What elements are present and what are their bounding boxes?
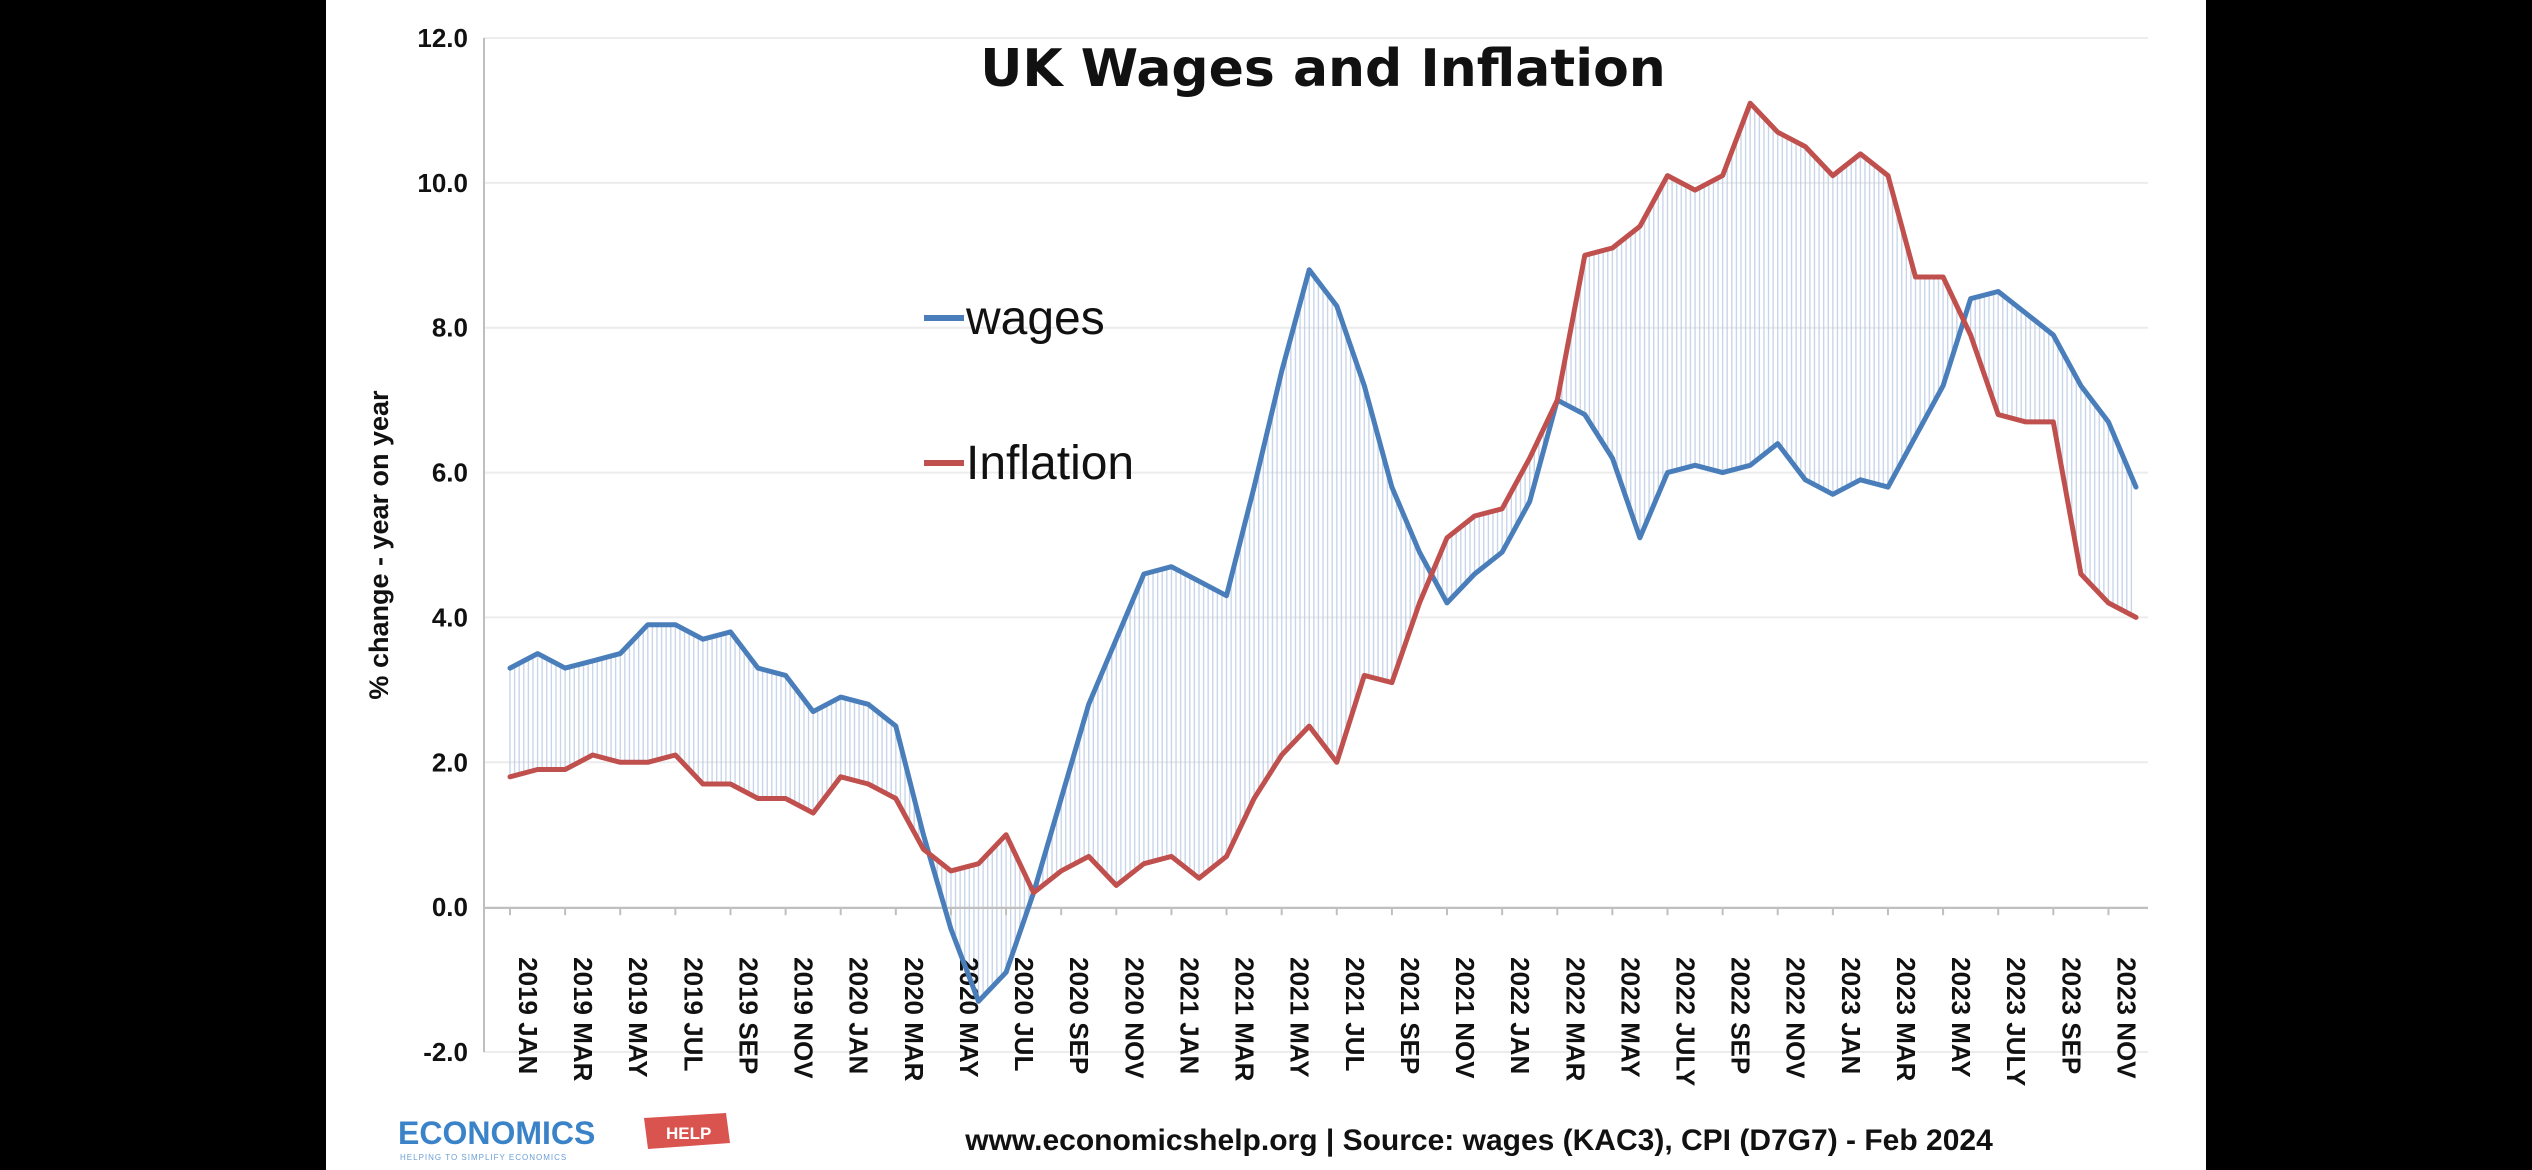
y-tick-labels: 12.0 10.0 8.0 6.0 4.0 2.0 0.0 -2.0	[417, 23, 468, 1067]
x-tick-labels: 2019 JAN 2019 MAR 2019 MAY 2019 JUL 2019 SEP…	[513, 957, 2141, 1086]
y-tick-label: 2.0	[432, 747, 468, 777]
x-tick-label: 2020 MAR	[899, 957, 929, 1081]
x-tick-label: 2020 NOV	[1119, 957, 1149, 1079]
x-tick-label: 2021 MAR	[1230, 957, 1260, 1081]
x-tick-label: 2020 SEP	[1064, 957, 1094, 1074]
line-chart: 12.010.08.06.04.02.00.0-2.0 2019 JAN 2019…	[364, 23, 2148, 1162]
x-tick-label: 2020 JUL	[1009, 957, 1039, 1071]
gap-hatching	[509, 103, 2133, 1002]
x-tick-label: 2019 JAN	[513, 957, 543, 1074]
series-lines	[507, 100, 2139, 1004]
x-tick-label: 2023 JULY	[2001, 957, 2031, 1086]
logo-text: ECONOMICS	[398, 1115, 595, 1151]
x-tick-label: 2021 MAY	[1285, 957, 1315, 1077]
chart-panel: 12.0 10.0 8.0 6.0 4.0 2.0 0.0 -2.0 2019 JAN 2019…	[326, 0, 2206, 1170]
x-tick-label: 2022 JAN	[1505, 957, 1535, 1074]
legend-label-inflation: Inflation	[966, 437, 1134, 490]
gridlines	[484, 37, 2148, 1053]
axes	[483, 38, 2148, 1052]
x-tick-label: 2021 JUL	[1340, 957, 1370, 1071]
x-tick-label: 2022 NOV	[1781, 957, 1811, 1079]
logo-badge: HELP	[644, 1113, 730, 1149]
legend-label-wages: wages	[965, 292, 1105, 345]
y-tick-label: 8.0	[432, 313, 468, 343]
chart-title: UK Wages and Inflation	[980, 39, 1666, 99]
x-tick-label: 2022 JULY	[1670, 957, 1700, 1086]
x-tick-label: 2023 JAN	[1836, 957, 1866, 1074]
y-tick-label: -2.0	[423, 1037, 468, 1067]
x-tick-label: 2022 MAR	[1560, 957, 1590, 1081]
x-tick-label: 2023 MAY	[1946, 957, 1976, 1077]
legend-item-inflation: Inflation	[924, 437, 1134, 490]
series-line-wages	[507, 267, 2139, 1004]
legend: wages Inflation	[924, 292, 1134, 490]
x-tick-label: 2023 MAR	[1891, 957, 1921, 1081]
x-tick-label: 2023 NOV	[2111, 957, 2141, 1079]
x-tick-label: 2023 SEP	[2056, 957, 2086, 1074]
x-tick-label: 2021 JAN	[1174, 957, 1204, 1074]
x-tick-label: 2019 MAY	[623, 957, 653, 1077]
y-axis-label: % change - year on year	[364, 390, 394, 700]
x-tick-label: 2019 NOV	[789, 957, 819, 1079]
economics-help-logo: ECONOMICS HELP HELPING TO SIMPLIFY ECONO…	[398, 1113, 730, 1162]
x-tick-label: 2020 JAN	[844, 957, 874, 1074]
x-tick-label: 2019 JUL	[678, 957, 708, 1071]
y-tick-label: 6.0	[432, 458, 468, 488]
logo-badge-text: HELP	[666, 1124, 711, 1143]
x-tick-label: 2022 SEP	[1726, 957, 1756, 1074]
y-tick-label: 4.0	[432, 602, 468, 632]
logo-tagline: HELPING TO SIMPLIFY ECONOMICS	[400, 1153, 567, 1162]
x-tick-label: 2022 MAY	[1615, 957, 1645, 1077]
legend-item-wages: wages	[924, 292, 1105, 345]
x-tick-label: 2019 SEP	[733, 957, 763, 1074]
y-tick-label: 12.0	[417, 23, 468, 53]
x-tick-label: 2019 MAR	[568, 957, 598, 1081]
x-tick-label: 2021 SEP	[1395, 957, 1425, 1074]
y-tick-label: 0.0	[432, 892, 468, 922]
series-line-inflation	[507, 100, 2139, 896]
y-tick-label: 10.0	[417, 168, 468, 198]
source-footer: www.economicshelp.org | Source: wages (K…	[964, 1124, 1993, 1157]
x-tick-label: 2021 NOV	[1450, 957, 1480, 1079]
